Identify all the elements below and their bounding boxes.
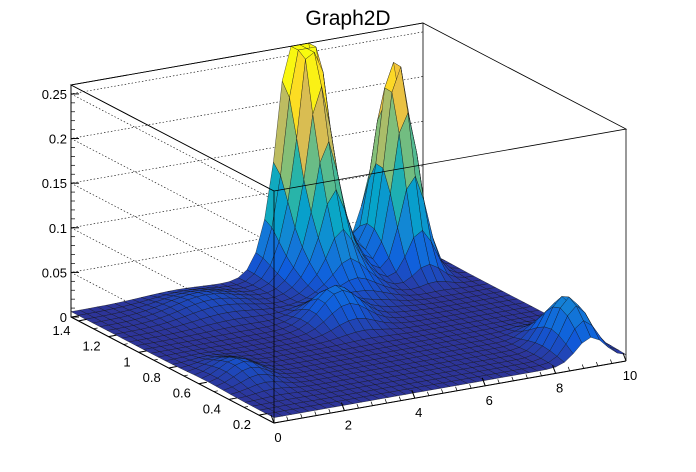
x-tick-mark [622,352,627,362]
x-minor-tick [441,389,444,394]
y-minor-tick [243,406,248,408]
x-minor-tick [384,399,387,404]
x-minor-tick [511,376,514,381]
y-minor-tick [258,414,264,416]
z-tick-label: 0.2 [49,132,67,147]
y-minor-tick [123,343,128,345]
x-tick-label: 10 [623,368,637,383]
x-minor-tick [497,379,500,384]
x-minor-tick [286,416,289,421]
z-tick-label: 0.05 [42,265,67,280]
z-tick-label: 0.25 [42,87,67,102]
x-minor-tick [553,369,556,374]
y-minor-tick [198,382,203,385]
y-minor-tick [213,390,218,392]
top-back-edges [69,22,424,192]
y-tick-label: 1 [123,354,130,369]
x-minor-tick [469,384,472,389]
y-tick-label: 1.4 [52,323,70,338]
y-minor-tick [138,351,143,353]
x-minor-tick [525,374,528,379]
x-minor-tick [596,361,599,367]
x-tick-label: 0 [274,430,281,445]
y-minor-tick [93,327,98,330]
y-tick-label: 0.4 [203,401,221,416]
z-axis: 0 0.05 0.1 0.15 0.2 0.25 [42,85,79,325]
y-minor-tick [153,359,158,361]
x-tick-label: 6 [486,393,493,408]
y-minor-tick [183,374,188,377]
y-minor-tick [228,398,233,400]
z-tick-label: 0.15 [42,176,67,191]
y-tick-label: 0.8 [143,370,161,385]
y-axis-line-full [70,316,275,424]
x-minor-tick [539,371,542,377]
x-minor-tick [328,408,331,414]
z-tick-label: 0 [60,310,67,325]
y-tick-label: 1.2 [83,339,101,354]
x-tick-label: 8 [556,380,563,395]
x-axis-line [273,360,627,424]
x-minor-tick [455,386,458,391]
x-tick-mark [270,414,275,424]
x-minor-tick [581,364,585,369]
x-minor-tick [356,403,359,409]
y-axis: 0.2 0.4 0.6 0.8 1 1.2 1.4 [52,316,279,432]
x-minor-tick [483,381,486,386]
x-minor-tick [342,406,345,411]
x-axis: 0 2 4 6 8 10 [270,352,637,445]
x-minor-tick [567,366,571,372]
z-tick-label: 0.1 [49,221,67,236]
y-minor-tick [273,421,279,424]
y-minor-tick [78,319,83,322]
y-tick-label: 0.6 [173,386,191,401]
x-tick-label: 2 [345,418,352,433]
x-minor-tick [398,396,402,401]
y-minor-tick [108,335,113,337]
x-tick-label: 4 [415,405,422,420]
y-tick-label: 0.2 [233,417,251,432]
x-minor-tick [314,411,317,416]
x-minor-tick [427,391,430,396]
surface-mesh [70,42,627,418]
x-minor-tick [610,359,613,364]
chart-title: Graph2D [305,7,390,30]
x-minor-tick [300,413,303,419]
y-minor-tick [168,366,173,369]
x-minor-tick [370,401,373,406]
x-minor-tick [412,394,416,399]
